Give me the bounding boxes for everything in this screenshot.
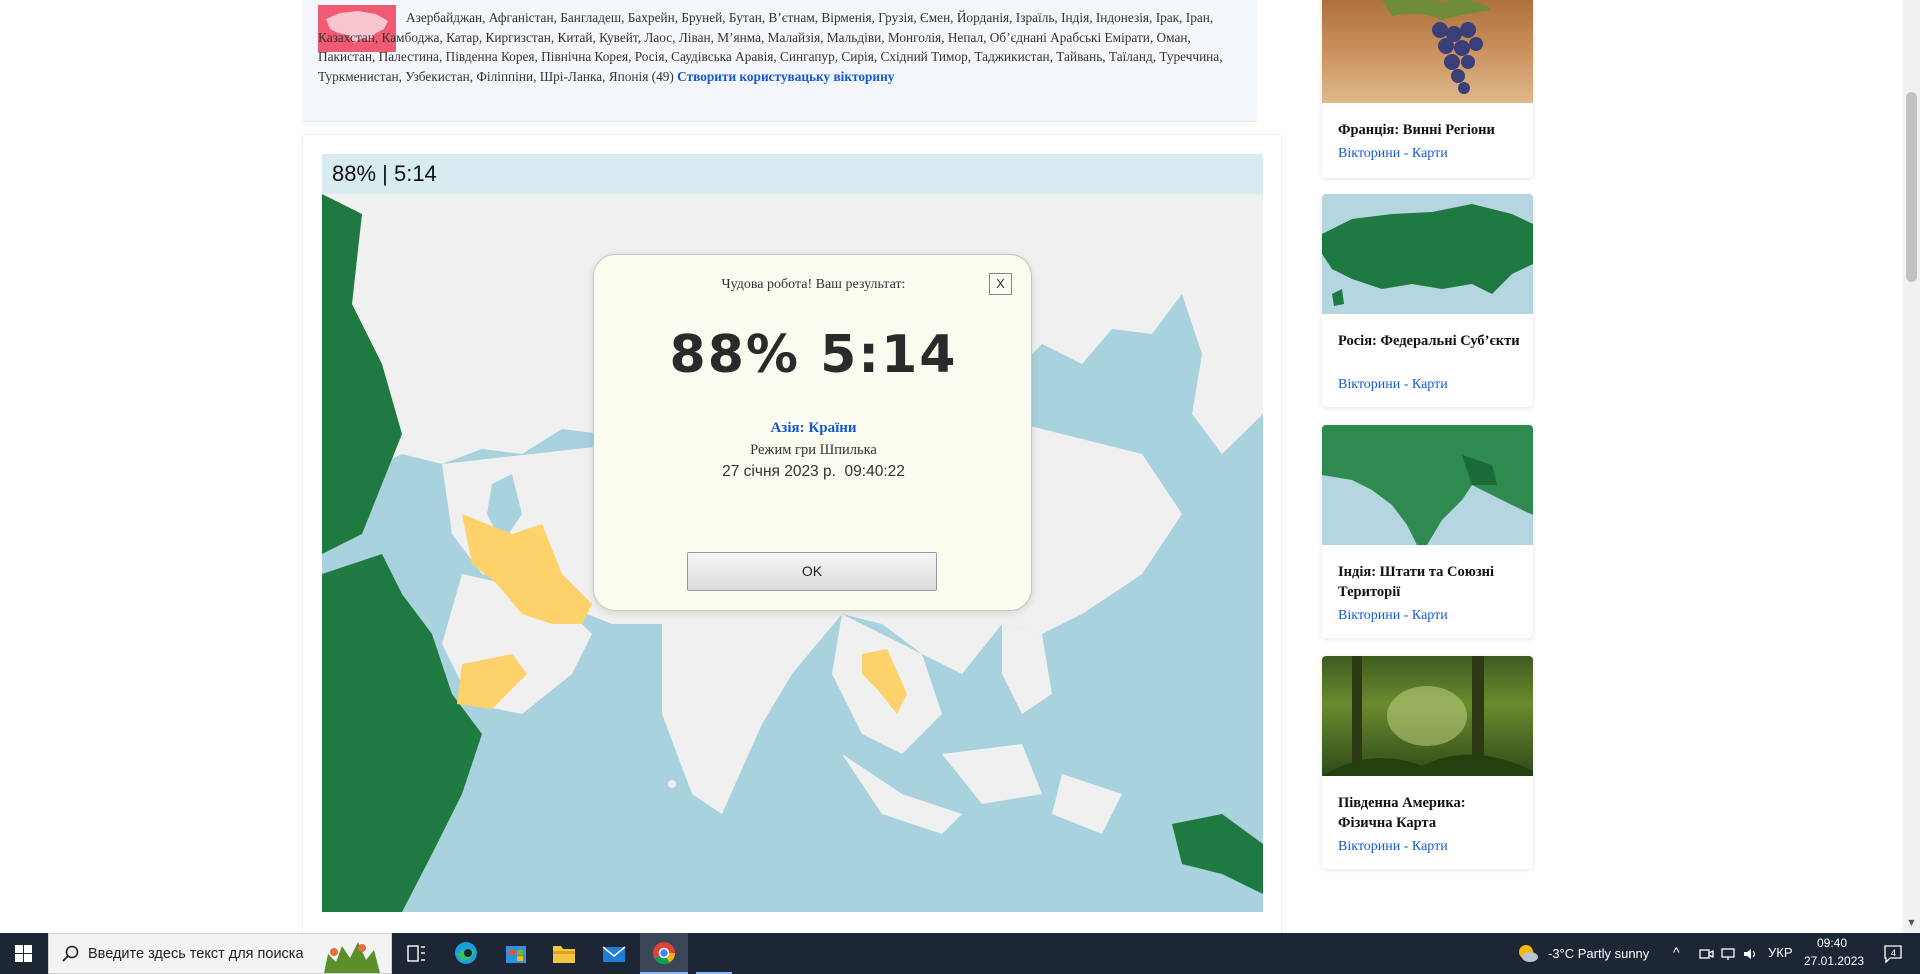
countries-list: Азербайджан, Афганістан, Бангладеш, Бахр… xyxy=(318,8,1243,86)
sidebar-card-south-america[interactable]: Південна Америка: Фізична Карта Вікторин… xyxy=(1322,656,1533,869)
card-links[interactable]: Вікторини - Карти xyxy=(1338,146,1448,161)
france-wine-image xyxy=(1322,0,1533,103)
weather-icon[interactable] xyxy=(1515,941,1541,967)
land-sulawesi xyxy=(1052,774,1122,834)
search-highlight-icon xyxy=(324,942,380,973)
land-papua-green xyxy=(1172,814,1263,894)
task-view-button[interactable] xyxy=(392,933,440,974)
network-icon[interactable] xyxy=(1720,946,1736,962)
india-map-image xyxy=(1322,425,1533,545)
search-icon xyxy=(62,945,79,962)
windows-start-button[interactable] xyxy=(0,933,48,974)
tray-chevron-up-icon[interactable]: ^ xyxy=(1673,944,1680,960)
dialog-score: 88% 5:14 xyxy=(669,325,958,385)
card-title[interactable]: Росія: Федеральні Суб’єкти xyxy=(1338,333,1520,349)
taskbar-edge[interactable] xyxy=(442,933,490,974)
score-bar-text: 88% | 5:14 xyxy=(332,161,437,186)
card-title[interactable]: Індія: Штати та Союзні Території xyxy=(1338,564,1495,600)
windows-logo-icon xyxy=(15,945,32,962)
dialog-game-mode: Режим гри Шпилька xyxy=(750,442,877,458)
sidebar-card-russia[interactable]: Росія: Федеральні Суб’єкти Вікторини - К… xyxy=(1322,194,1533,407)
meet-now-icon[interactable] xyxy=(1698,946,1714,962)
sidebar-card-france-wine[interactable]: Франція: Винні Регіони Вікторини - Карти xyxy=(1322,0,1533,178)
card-links[interactable]: Вікторини - Карти xyxy=(1338,377,1448,392)
land-africa-green xyxy=(322,554,482,912)
chrome-icon xyxy=(653,942,675,964)
windows-taskbar: Введите здесь текст для поиска xyxy=(0,933,1920,974)
score-bar: 88% | 5:14 xyxy=(322,154,1263,194)
card-title[interactable]: Південна Америка: Фізична Карта xyxy=(1338,795,1466,831)
create-custom-quiz-link[interactable]: Створити користувацьку вікторину xyxy=(677,68,895,84)
dialog-date: 27 січня 2023 р. 09:40:22 xyxy=(722,463,905,480)
taskbar-store[interactable] xyxy=(492,933,540,974)
store-icon xyxy=(506,946,526,963)
land-philippines xyxy=(1002,624,1052,714)
dialog-close-button[interactable]: X xyxy=(989,273,1012,295)
country-yemen-highlight xyxy=(457,654,527,709)
taskbar-mail[interactable] xyxy=(590,933,638,974)
land-arctic-island xyxy=(842,204,902,229)
taskbar-empty-slot[interactable] xyxy=(690,933,738,974)
quiz-info-box: Азербайджан, Афганістан, Бангладеш, Бахр… xyxy=(302,0,1257,122)
taskbar-file-explorer[interactable] xyxy=(540,933,588,974)
task-view-icon xyxy=(407,945,425,962)
land-japan xyxy=(1102,474,1172,594)
land-arctic-island xyxy=(642,194,702,224)
folder-icon xyxy=(553,946,575,963)
taskbar-chrome-active[interactable] xyxy=(640,933,688,974)
land-island xyxy=(668,780,676,788)
dialog-quiz-name[interactable]: Азія: Країни xyxy=(770,420,857,436)
dialog-title: Чудова робота! Ваш результат: xyxy=(721,277,906,292)
land-far-east xyxy=(1182,274,1263,454)
dialog-ok-button[interactable]: OK xyxy=(687,552,937,591)
scroll-down-arrow-icon[interactable]: ▼ xyxy=(1908,918,1915,927)
land-borneo xyxy=(942,744,1042,804)
volume-icon[interactable] xyxy=(1742,946,1758,962)
weather-text[interactable]: -3°C Partly sunny xyxy=(1548,946,1650,961)
russia-map-image xyxy=(1322,194,1533,314)
notifications-icon[interactable] xyxy=(1882,943,1904,965)
jungle-image xyxy=(1322,656,1533,776)
card-title[interactable]: Франція: Винні Регіони xyxy=(1338,122,1495,138)
mail-icon xyxy=(602,946,626,962)
notification-count: 4 xyxy=(1891,948,1897,958)
search-placeholder: Введите здесь текст для поиска xyxy=(88,946,304,962)
card-links[interactable]: Вікторини - Карти xyxy=(1338,839,1448,854)
clock-date[interactable]: 27.01.2023 xyxy=(1804,954,1865,968)
sidebar-card-india[interactable]: Індія: Штати та Союзні Території Віктори… xyxy=(1322,425,1533,638)
sea-caspian xyxy=(487,474,522,544)
taskbar-search-box[interactable]: Введите здесь текст для поиска xyxy=(48,933,392,974)
language-indicator[interactable]: УКР xyxy=(1768,945,1793,960)
clock-time[interactable]: 09:40 xyxy=(1817,936,1848,950)
land-europe-green xyxy=(322,194,402,554)
land-india xyxy=(662,624,762,814)
result-dialog: Чудова робота! Ваш результат: X 88% 5:14… xyxy=(593,254,1032,611)
country-laos-highlight xyxy=(862,649,907,714)
country-iran-highlight xyxy=(462,514,592,624)
edge-icon xyxy=(455,942,477,964)
countries-text: Азербайджан, Афганістан, Бангладеш, Бахр… xyxy=(318,10,1223,84)
asia-map-thumbnail xyxy=(318,5,396,52)
card-links[interactable]: Вікторини - Карти xyxy=(1338,608,1448,623)
scrollbar-thumb[interactable] xyxy=(1906,92,1917,282)
land-sumatra xyxy=(842,754,962,834)
